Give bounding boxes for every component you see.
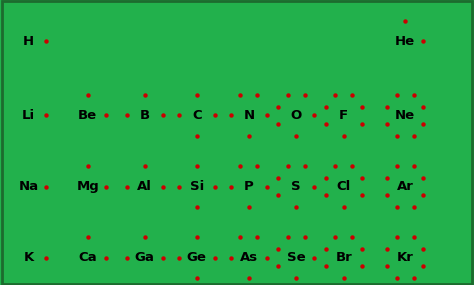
Text: S: S xyxy=(292,180,301,193)
Text: O: O xyxy=(291,109,302,122)
Text: Ge: Ge xyxy=(187,251,207,264)
Text: Cl: Cl xyxy=(337,180,351,193)
Text: P: P xyxy=(244,180,254,193)
Text: Mg: Mg xyxy=(76,180,99,193)
Text: Ar: Ar xyxy=(397,180,414,193)
Text: Be: Be xyxy=(78,109,97,122)
Text: Ca: Ca xyxy=(78,251,97,264)
Text: Na: Na xyxy=(18,180,38,193)
Text: Al: Al xyxy=(137,180,152,193)
Text: Se: Se xyxy=(287,251,306,264)
Text: Br: Br xyxy=(335,251,352,264)
Text: H: H xyxy=(23,35,34,48)
Text: As: As xyxy=(240,251,258,264)
Text: Li: Li xyxy=(22,109,35,122)
Text: N: N xyxy=(243,109,255,122)
Text: He: He xyxy=(395,35,415,48)
Text: Ga: Ga xyxy=(135,251,155,264)
Text: C: C xyxy=(192,109,201,122)
Text: F: F xyxy=(339,109,348,122)
Text: Ne: Ne xyxy=(395,109,415,122)
Text: Kr: Kr xyxy=(397,251,414,264)
Text: Si: Si xyxy=(190,180,204,193)
Text: B: B xyxy=(139,109,150,122)
Text: K: K xyxy=(23,251,34,264)
